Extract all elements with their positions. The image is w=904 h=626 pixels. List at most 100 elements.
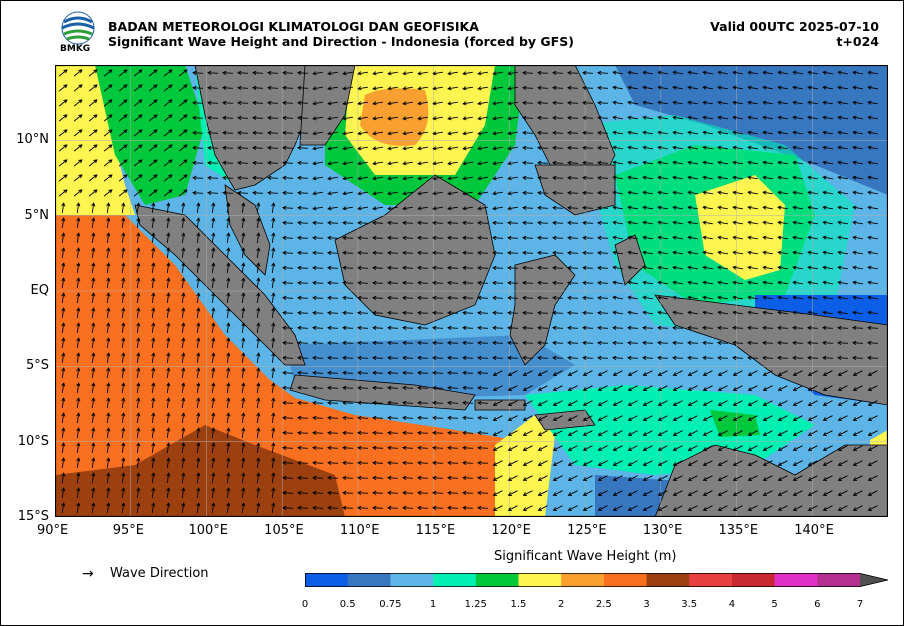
wave-arrow <box>537 475 548 481</box>
wave-arrow <box>792 430 803 436</box>
wave-arrow <box>342 191 353 196</box>
wave-arrow <box>372 71 383 76</box>
wave-arrow <box>327 415 339 420</box>
wave-arrow <box>687 235 698 240</box>
wave-arrow <box>807 325 819 330</box>
wave-arrow <box>702 475 713 481</box>
wave-arrow <box>237 100 249 105</box>
wave-arrow <box>687 400 698 406</box>
wave-arrow <box>762 85 773 90</box>
land-java <box>289 374 476 411</box>
wave-arrow <box>552 115 564 120</box>
lead-time: t+024 <box>836 34 879 49</box>
wave-arrow <box>672 160 683 165</box>
wave-arrow <box>61 217 66 228</box>
wave-arrow <box>372 460 384 465</box>
wave-arrow <box>462 310 474 315</box>
wave-arrow <box>672 400 683 406</box>
wave-arrow <box>256 307 261 318</box>
wave-arrow <box>702 145 713 150</box>
wave-arrow <box>447 71 458 76</box>
wave-arrow <box>702 280 713 285</box>
wave-arrow <box>807 475 818 481</box>
wave-arrow <box>297 340 309 345</box>
wave-arrow <box>267 130 279 135</box>
wave-arrow <box>271 232 276 243</box>
wave-arrow <box>837 250 848 255</box>
wave-arrow <box>462 400 474 405</box>
wave-arrow <box>702 310 713 315</box>
wave-arrow <box>226 247 231 258</box>
wave-arrow <box>747 430 758 436</box>
colorbar-tick-label: 0 <box>301 599 309 610</box>
wave-arrow <box>447 206 458 211</box>
wave-arrow <box>327 445 339 450</box>
wave-arrow <box>372 445 384 450</box>
wave-arrow <box>282 160 294 165</box>
wave-arrow <box>357 265 369 270</box>
wave-arrow <box>241 487 246 498</box>
wave-arrow <box>118 189 128 197</box>
wave-arrow <box>76 487 81 498</box>
wave-arrow <box>417 490 429 495</box>
wave-arrow <box>181 277 186 288</box>
wave-arrow <box>852 460 863 466</box>
wave-arrow <box>837 70 848 75</box>
wave-arrow <box>417 430 429 435</box>
wave-arrow <box>297 370 309 375</box>
wave-arrow <box>507 146 518 151</box>
y-tick-label: 15°S <box>17 509 49 524</box>
wave-arrow <box>76 337 81 348</box>
wave-arrow <box>762 415 773 421</box>
wave-arrow <box>327 265 339 270</box>
wave-arrow <box>672 130 683 135</box>
wave-arrow <box>196 457 201 468</box>
wave-arrow <box>762 190 773 195</box>
wave-arrow <box>166 502 171 513</box>
wave-arrow <box>522 145 534 150</box>
wave-arrow <box>91 352 96 363</box>
wave-arrow <box>256 397 261 408</box>
wave-arrow <box>687 160 698 165</box>
wave-arrow <box>88 114 98 122</box>
wave-arrow <box>777 85 788 90</box>
wave-arrow <box>732 190 743 195</box>
wave-arrow <box>136 202 141 213</box>
wave-arrow <box>387 220 399 225</box>
wave-arrow <box>166 457 171 468</box>
wave-arrow <box>702 115 713 120</box>
wave-arrow <box>226 277 231 288</box>
wave-arrow <box>192 145 204 150</box>
wave-arrow <box>822 280 833 285</box>
wave-arrow <box>432 131 443 136</box>
wave-arrow <box>657 115 668 120</box>
wave-arrow <box>867 355 879 360</box>
wave-arrow <box>792 235 803 240</box>
wave-arrow <box>312 86 323 91</box>
wave-arrow <box>537 175 549 180</box>
x-tick-label: 135°E <box>718 523 759 538</box>
map-subtitle: Significant Wave Height and Direction - … <box>108 34 574 49</box>
wave-arrow <box>106 322 111 333</box>
wave-arrow <box>447 325 459 330</box>
wave-arrow <box>297 490 309 495</box>
wave-arrow <box>222 130 234 135</box>
wave-arrow <box>597 280 609 285</box>
wave-arrow <box>226 487 231 498</box>
wave-arrow <box>552 70 564 75</box>
wave-arrow <box>297 85 309 90</box>
wave-arrow <box>582 400 593 406</box>
wave-arrow <box>747 370 758 376</box>
wave-arrow <box>807 175 818 180</box>
wave-arrow <box>582 160 594 165</box>
wave-arrow <box>537 400 548 406</box>
wave-arrow <box>121 442 126 453</box>
wave-arrow <box>627 460 638 466</box>
wave-arrow <box>271 397 276 408</box>
wave-arrow <box>597 295 609 300</box>
wave-arrow <box>342 490 354 495</box>
wave-arrow <box>402 400 414 405</box>
wave-arrow <box>822 400 833 406</box>
wave-arrow <box>342 176 353 181</box>
wave-arrow <box>282 265 294 270</box>
